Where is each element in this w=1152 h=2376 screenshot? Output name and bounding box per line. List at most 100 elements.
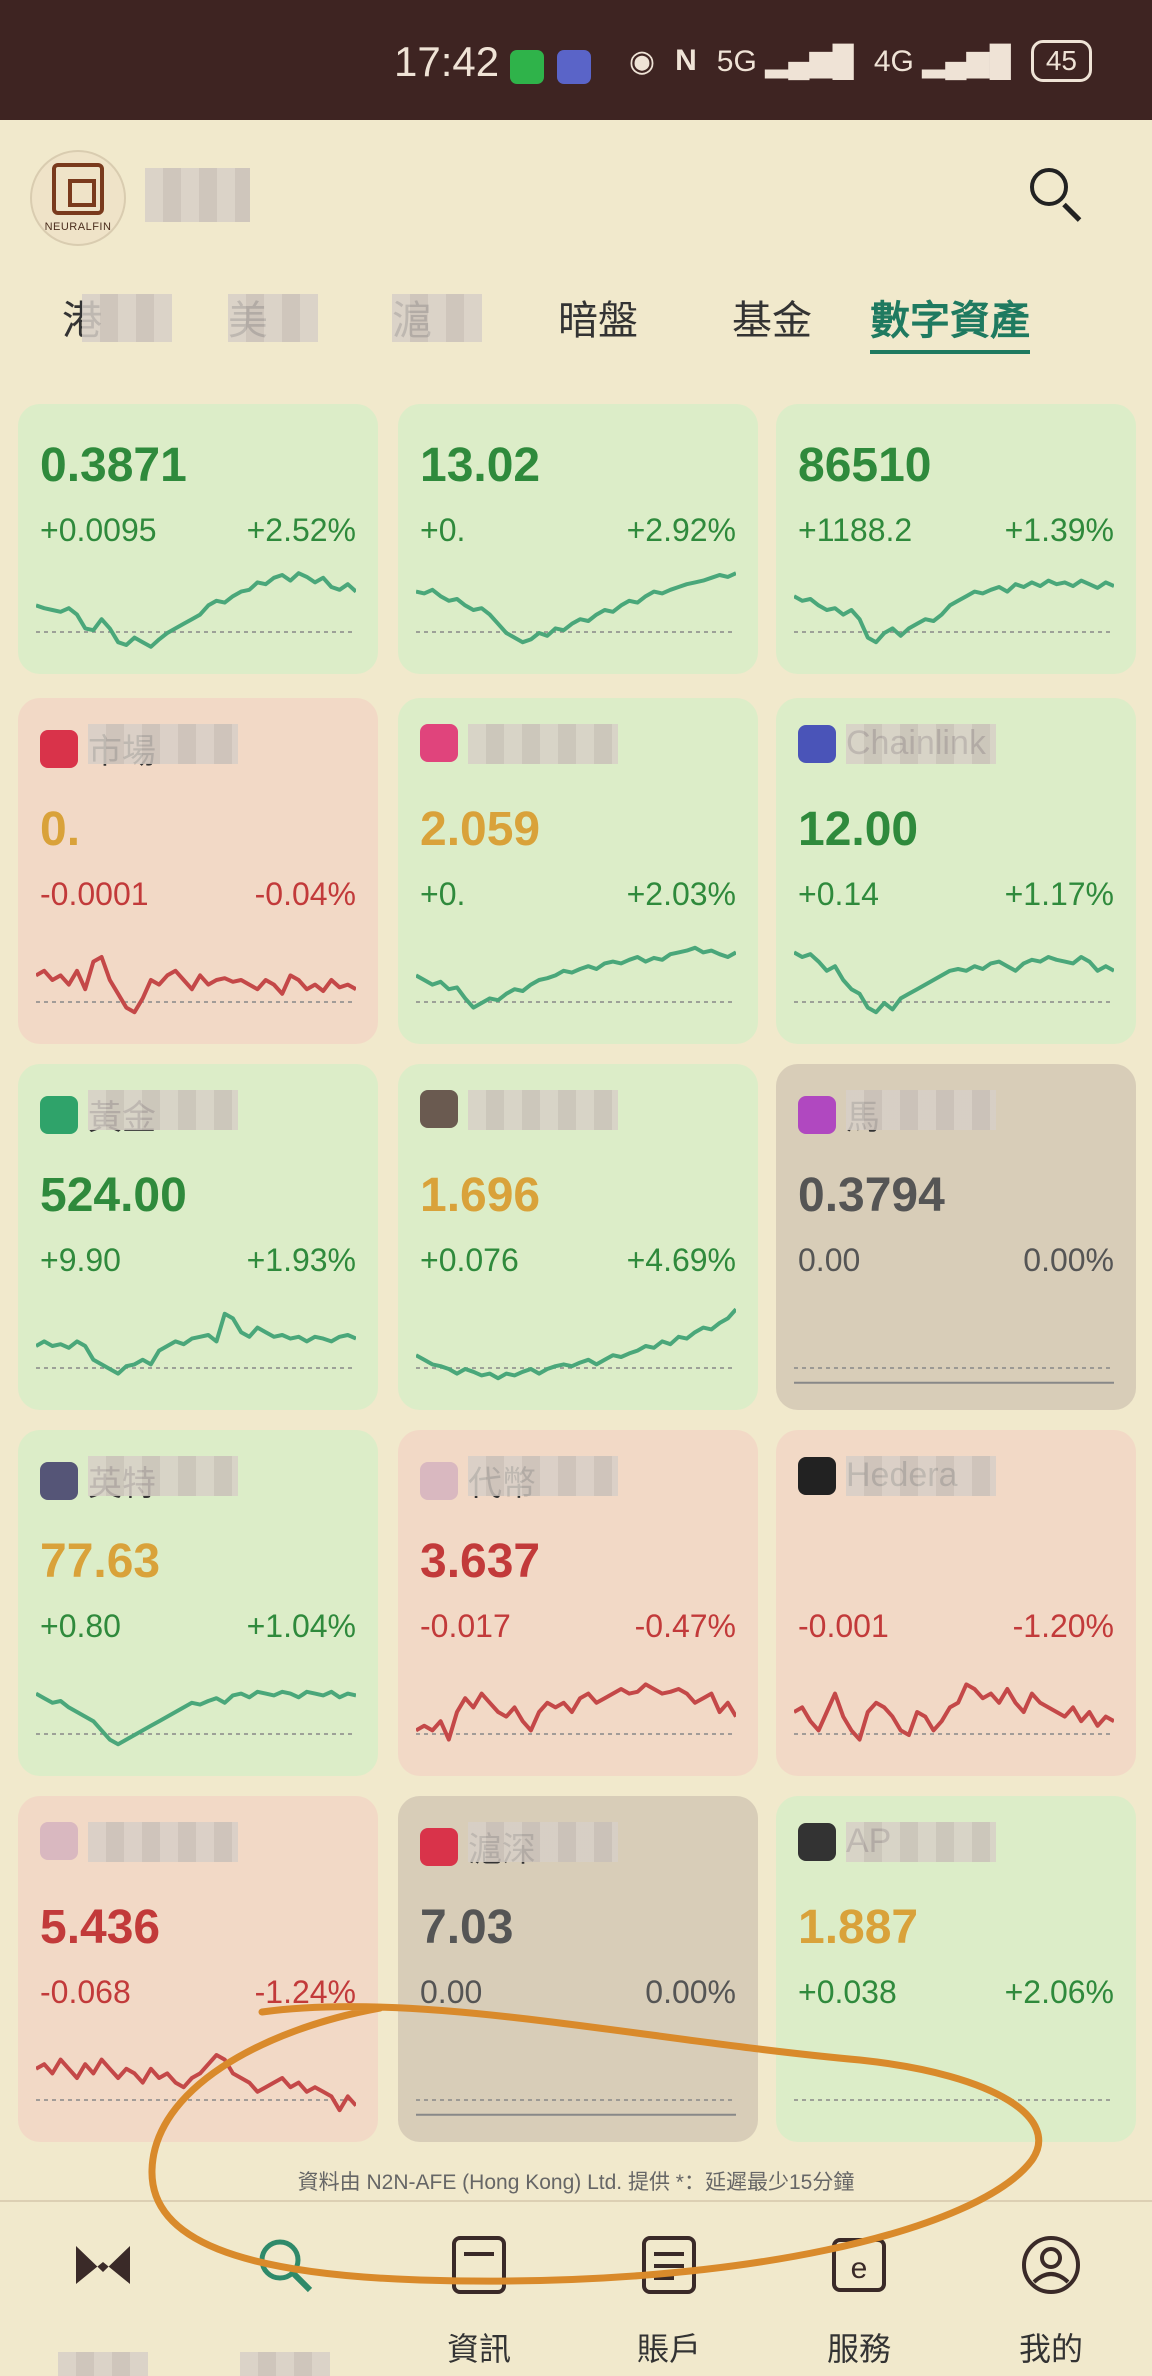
sparkline-chart bbox=[36, 571, 356, 649]
asset-card[interactable]: 滬深7.030.000.00% bbox=[398, 1796, 758, 2142]
asset-logo-icon bbox=[420, 1827, 458, 1866]
sparkline-chart bbox=[794, 2099, 1114, 2101]
asset-change: +9.90 bbox=[40, 1242, 121, 1278]
search-icon[interactable] bbox=[1026, 164, 1086, 224]
nav-label: 資訊 bbox=[446, 2331, 511, 2367]
asset-change: +0. bbox=[420, 876, 466, 912]
asset-card[interactable]: 黃金524.00+9.90+1.93% bbox=[18, 1064, 378, 1410]
tab-sh[interactable]: 滬 bbox=[392, 288, 482, 348]
sparkline-line bbox=[416, 571, 736, 645]
asset-change: 0.00 bbox=[420, 1974, 483, 2010]
asset-change-percent: +1.39% bbox=[1004, 512, 1114, 548]
asset-change: +0.038 bbox=[798, 1974, 897, 2010]
asset-logo-icon bbox=[420, 724, 458, 762]
asset-card[interactable]: 13.02 +0. +2.92% bbox=[398, 404, 758, 674]
asset-change-percent: +2.52% bbox=[246, 512, 356, 548]
asset-price: 7.03 bbox=[420, 1901, 514, 1954]
asset-price: 2.059 bbox=[420, 803, 541, 856]
asset-change: 0.00 bbox=[798, 1242, 861, 1278]
market-tabs: 港 美 滬 暗盤 基金 數字資產 bbox=[0, 280, 1152, 360]
logo-text: NEURALFIN bbox=[44, 221, 112, 233]
asset-card[interactable]: 1.696 +0.076 +4.69% bbox=[398, 1064, 758, 1410]
app-notification-icon bbox=[557, 50, 591, 84]
asset-logo-icon bbox=[798, 724, 836, 763]
asset-change-percent: +2.03% bbox=[626, 876, 736, 912]
sparkline-line bbox=[794, 950, 1114, 1015]
tab-grey-market[interactable]: 暗盤 bbox=[558, 288, 638, 348]
asset-change: -0.068 bbox=[40, 1974, 131, 2010]
active-tab-underline bbox=[870, 350, 1030, 354]
sparkline-chart bbox=[416, 1682, 736, 1742]
nav-account[interactable]: 賬戶 bbox=[594, 2232, 744, 2367]
tab-us[interactable]: 美 bbox=[228, 288, 318, 348]
asset-change-percent: +1.93% bbox=[246, 1242, 356, 1278]
sparkline-chart bbox=[794, 950, 1114, 1015]
asset-change-percent: +1.17% bbox=[1004, 876, 1114, 912]
asset-logo-icon bbox=[420, 1090, 458, 1128]
asset-logo-icon bbox=[420, 1461, 458, 1500]
sparkline-line bbox=[36, 571, 356, 649]
asset-card[interactable]: AP1.887+0.038+2.06% bbox=[776, 1796, 1136, 2142]
sparkline-chart bbox=[416, 945, 736, 1010]
asset-card[interactable]: Hedera-0.001-1.20% bbox=[776, 1430, 1136, 1776]
asset-change: +0. bbox=[420, 512, 466, 548]
status-time: 17:42 bbox=[394, 38, 500, 85]
asset-change-percent: 0.00% bbox=[1023, 1242, 1114, 1278]
service-icon: e bbox=[826, 2232, 892, 2298]
tab-hk[interactable]: 港 bbox=[62, 288, 172, 348]
app-logo[interactable]: NEURALFIN bbox=[30, 150, 126, 246]
home-icon bbox=[70, 2232, 136, 2298]
sparkline-line bbox=[36, 1311, 356, 1376]
nav-home[interactable] bbox=[28, 2232, 178, 2376]
nav-profile[interactable]: 我的 bbox=[976, 2232, 1126, 2367]
asset-change: +0.80 bbox=[40, 1608, 121, 1644]
bottom-nav: 資訊 賬戶 e 服務 我的 bbox=[0, 2200, 1152, 2376]
asset-name bbox=[420, 1090, 468, 1128]
tab-fund[interactable]: 基金 bbox=[732, 288, 812, 348]
asset-change-percent: -0.47% bbox=[634, 1608, 736, 1644]
asset-card[interactable]: 0.3871 +0.0095 +2.52% bbox=[18, 404, 378, 674]
account-icon bbox=[636, 2232, 702, 2298]
nav-market[interactable] bbox=[210, 2232, 360, 2376]
nav-label: 服務 bbox=[826, 2331, 891, 2367]
username-redacted bbox=[145, 168, 250, 222]
asset-card[interactable]: 市場0.-0.0001-0.04% bbox=[18, 698, 378, 1044]
sparkline-chart bbox=[416, 1307, 736, 1381]
data-source-note: 資料由 N2N-AFE (Hong Kong) Ltd. 提供 *：延遲最少15… bbox=[297, 2171, 855, 2194]
asset-card[interactable]: Chainlink12.00+0.14+1.17% bbox=[776, 698, 1136, 1044]
asset-card[interactable]: 代幣3.637-0.017-0.47% bbox=[398, 1430, 758, 1776]
tab-digital-assets[interactable]: 數字資產 bbox=[870, 288, 1030, 354]
sparkline-line bbox=[36, 2053, 356, 2113]
sparkline-chart bbox=[36, 1311, 356, 1376]
tab-label: 數字資產 bbox=[870, 299, 1030, 343]
asset-card[interactable]: 2.059 +0. +2.03% bbox=[398, 698, 758, 1044]
nav-service[interactable]: e 服務 bbox=[784, 2232, 934, 2367]
asset-price: 13.02 bbox=[420, 439, 541, 492]
sparkline-line bbox=[794, 578, 1114, 645]
asset-change: -0.001 bbox=[798, 1608, 889, 1644]
asset-change: +0.076 bbox=[420, 1242, 519, 1278]
asset-change-percent: +2.92% bbox=[626, 512, 736, 548]
sparkline-chart bbox=[36, 1689, 356, 1747]
asset-change-percent: +4.69% bbox=[626, 1242, 736, 1278]
nav-news[interactable]: 資訊 bbox=[404, 2232, 554, 2367]
asset-change: +0.14 bbox=[798, 876, 879, 912]
asset-price: 3.637 bbox=[420, 1535, 541, 1588]
nav-label: 我的 bbox=[1018, 2331, 1083, 2367]
asset-change: +1188.2 bbox=[798, 512, 913, 548]
logo-mark-icon bbox=[52, 163, 104, 215]
sparkline-chart bbox=[416, 571, 736, 645]
asset-logo-icon bbox=[40, 1095, 78, 1134]
asset-logo-icon bbox=[798, 1822, 836, 1861]
sparkline-line bbox=[416, 1682, 736, 1742]
sparkline-chart bbox=[794, 1367, 1114, 1384]
sparkline-chart bbox=[36, 2053, 356, 2113]
asset-card[interactable]: 86510 +1188.2 +1.39% bbox=[776, 404, 1136, 674]
asset-card[interactable]: 5.436 -0.068 -1.24% bbox=[18, 1796, 378, 2142]
battery-icon: 45 bbox=[1030, 40, 1092, 82]
tab-label: 暗盤 bbox=[558, 299, 638, 343]
sparkline-line bbox=[794, 1682, 1114, 1742]
asset-price: 5.436 bbox=[40, 1901, 161, 1954]
asset-card[interactable]: 英特77.63+0.80+1.04% bbox=[18, 1430, 378, 1776]
